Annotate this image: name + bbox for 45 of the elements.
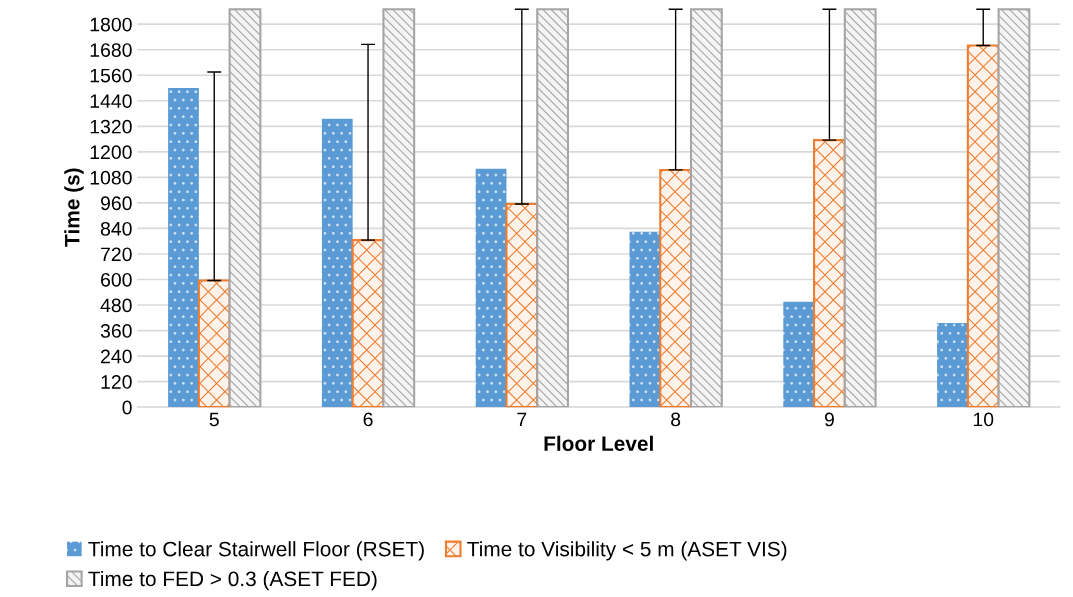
bar [629,231,661,408]
bar [783,301,815,408]
y-tick-label: 240 [101,349,132,364]
bar [351,239,385,408]
bar [321,118,353,408]
bar [966,44,1000,408]
y-tick-label: 480 [100,298,132,313]
x-tick-label: 7 [517,412,527,427]
bar [689,8,723,408]
bar [382,8,416,408]
bar [505,202,539,408]
bar [475,168,507,408]
x-tick-label: 6 [363,412,373,427]
y-axis-title: Time (s) [64,168,84,247]
x-tick-label: 8 [671,412,681,427]
bar [659,168,693,408]
y-tick-label: 120 [101,375,132,389]
y-tick-label: 960 [100,196,132,211]
bar [937,323,968,408]
legend-label: Time to FED > 0.3 (ASET FED) [88,570,377,591]
x-axis-title: Floor Level [544,435,653,451]
bar [228,8,262,408]
y-tick-label: 1800 [90,17,132,32]
y-tick-label: 0 [122,400,132,415]
legend-label: Time to Clear Stairwell Floor (RSET) [88,541,424,561]
bar [536,8,570,408]
y-tick-label: 1560 [90,68,132,83]
y-tick-label: 840 [100,221,132,236]
y-tick-label: 1200 [90,145,132,160]
x-tick-label: 5 [209,412,219,427]
bar [843,8,877,408]
y-tick-label: 1680 [90,43,132,57]
bar [813,139,846,408]
y-tick-label: 600 [101,272,132,287]
legend-label: Time to Visibility < 5 m (ASET VIS) [467,541,787,561]
y-tick-label: 720 [101,247,132,262]
y-tick-label: 1440 [90,94,132,109]
bar [168,88,199,408]
y-tick-label: 1080 [90,170,132,185]
bar [997,8,1031,408]
y-tick-label: 360 [100,324,132,338]
x-tick-label: 9 [824,412,834,427]
y-tick-label: 1320 [90,119,132,134]
bar [197,279,231,408]
x-tick-label: 10 [973,412,994,427]
